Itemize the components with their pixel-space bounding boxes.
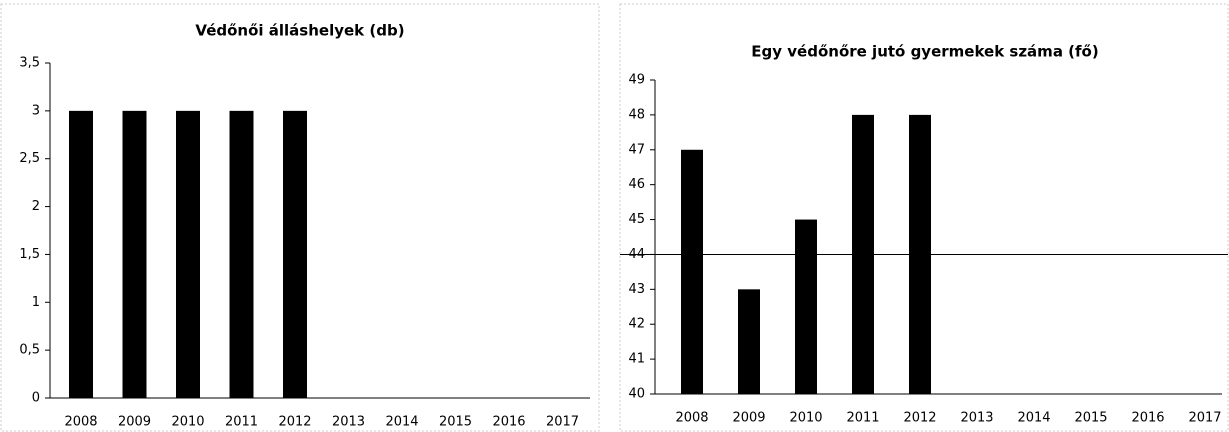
x-tick-label: 2012 [278, 415, 311, 430]
y-tick-label: 43 [628, 282, 645, 297]
y-tick-label: 49 [628, 73, 645, 88]
bar [69, 110, 93, 398]
chart-frame [0, 3, 600, 432]
x-tick-label: 2010 [789, 411, 822, 426]
bar [738, 289, 760, 394]
y-tick-label: 46 [628, 177, 645, 192]
x-tick-label: 2015 [1074, 411, 1107, 426]
x-tick-label: 2011 [225, 415, 258, 430]
y-tick-label: 2 [32, 199, 40, 214]
y-tick-label: 41 [628, 352, 645, 367]
x-tick-label: 2009 [118, 415, 151, 430]
x-tick-label: 2012 [903, 411, 936, 426]
y-tick-label: 0,5 [19, 343, 40, 358]
y-tick-label: 1 [32, 295, 40, 310]
y-tick-label: 3,5 [19, 56, 40, 71]
bar [176, 110, 200, 398]
y-tick-label: 45 [628, 212, 645, 227]
bar [681, 149, 703, 394]
x-tick-label: 2015 [439, 415, 472, 430]
y-tick-label: 3 [32, 103, 40, 118]
chart-title: Egy védőnőre jutó gyermekek száma (fő) [751, 43, 1098, 61]
chart-title: Védőnői álláshelyek (db) [195, 22, 404, 40]
x-tick-label: 2014 [1017, 411, 1050, 426]
bar [795, 219, 817, 394]
y-tick-label: 0 [32, 391, 40, 406]
x-tick-label: 2010 [171, 415, 204, 430]
x-tick-label: 2016 [492, 415, 525, 430]
x-tick-label: 2013 [960, 411, 993, 426]
y-tick-label: 2,5 [19, 151, 40, 166]
x-tick-label: 2008 [675, 411, 708, 426]
bar [122, 110, 147, 398]
y-tick-label: 42 [628, 317, 645, 332]
y-tick-label: 1,5 [19, 247, 40, 262]
bar [909, 114, 931, 394]
chart-frame [619, 3, 1229, 432]
bar [852, 114, 874, 394]
x-tick-label: 2013 [332, 415, 365, 430]
bar [229, 110, 254, 398]
x-tick-label: 2008 [64, 415, 97, 430]
y-tick-label: 40 [628, 387, 645, 402]
y-tick-label: 48 [628, 107, 645, 122]
x-tick-label: 2011 [846, 411, 879, 426]
bar [283, 110, 307, 398]
x-tick-label: 2017 [546, 415, 579, 430]
x-tick-label: 2009 [732, 411, 765, 426]
x-tick-label: 2016 [1131, 411, 1164, 426]
x-tick-label: 2014 [385, 415, 418, 430]
x-tick-label: 2017 [1188, 411, 1221, 426]
y-tick-label: 47 [628, 142, 645, 157]
